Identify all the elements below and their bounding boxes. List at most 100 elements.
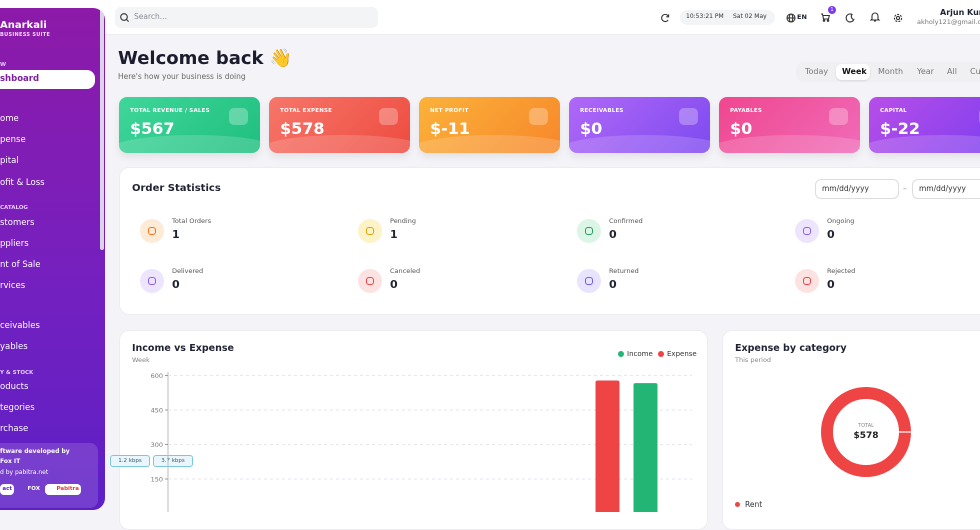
stat-value: 1 (390, 228, 398, 241)
nav-item[interactable]: yables (0, 342, 28, 352)
kpi-value: $0 (730, 119, 753, 138)
scrollbar (100, 8, 104, 250)
page-subtitle: Here's how your business is doing (118, 72, 246, 81)
section-label: W (0, 62, 7, 68)
date-placeholder: mm/dd/yyyy (822, 184, 869, 193)
bell-icon[interactable] (869, 12, 881, 22)
kpi-card: NET PROFIT $-11 (419, 97, 560, 153)
content: 1.2 kbps 3.7 kbps Search... 10:53:21 PM Sat … (110, 6, 980, 509)
network-speed: 1.2 kbps (110, 455, 150, 467)
bar (633, 383, 658, 512)
nav-item[interactable]: rvices (0, 281, 26, 291)
legend-label: Expense (667, 350, 697, 358)
language[interactable]: EN (797, 13, 807, 21)
nav-item[interactable]: ppliers (0, 239, 29, 249)
settings-icon[interactable] (893, 13, 903, 23)
stat-icon-glyph (366, 277, 374, 285)
nav-item[interactable]: tegories (0, 403, 35, 413)
stat-icon (358, 269, 382, 293)
donut-center-label: TOTAL (857, 423, 874, 429)
y-tick-label: 300 (151, 441, 163, 449)
section-label: Y & STOCK (0, 370, 34, 376)
theme-icon[interactable] (845, 13, 855, 23)
user-email: akholy121@gmail.co (917, 18, 980, 26)
kpi-card: RECEIVABLES $0 (569, 97, 710, 153)
stat-icon (577, 219, 601, 243)
nav-item[interactable]: shboard (0, 74, 40, 84)
cart-badge: 1 (828, 6, 836, 14)
stat-icon-glyph (366, 227, 374, 235)
stat-label: Rejected (827, 267, 856, 275)
kpi-card: TOTAL EXPENSE $578 (269, 97, 410, 153)
stat-value: 0 (172, 278, 180, 291)
kpi-wave (419, 135, 560, 153)
kpi-wave (269, 135, 410, 153)
nav-item[interactable]: pense (0, 135, 26, 145)
active-tab (836, 64, 870, 80)
legend-swatch (658, 351, 664, 357)
kpi-card: PAYABLES $0 (719, 97, 860, 153)
card-title: Order Statistics (132, 183, 221, 194)
date-input[interactable] (815, 179, 899, 199)
nav-item[interactable]: ceivables (0, 321, 40, 331)
stat-icon-glyph (148, 277, 156, 285)
stat-icon (358, 219, 382, 243)
search-icon[interactable] (120, 13, 129, 22)
user-name[interactable]: Arjun Kum (940, 8, 980, 17)
stat-icon-glyph (585, 277, 593, 285)
page-title: Welcome back 👋 (118, 48, 293, 69)
nav-item[interactable]: ome (0, 114, 19, 124)
stat-label: Delivered (172, 267, 204, 275)
section-label: CATALOG (0, 205, 28, 211)
clock-pill (680, 10, 775, 25)
period-tab[interactable]: Cu (970, 67, 980, 76)
kpi-label: NET PROFIT (430, 108, 469, 114)
nav-item[interactable]: stomers (0, 218, 35, 228)
kpi-label: TOTAL EXPENSE (280, 108, 333, 114)
stat-icon-glyph (148, 227, 156, 235)
nav-item[interactable]: ofit & Loss (0, 178, 45, 188)
chart-title: Expense by category (735, 343, 847, 354)
stat-icon-glyph (585, 227, 593, 235)
stat-label: Canceled (390, 267, 421, 275)
cart-icon[interactable] (821, 13, 830, 22)
kpi-wave (569, 135, 710, 153)
network-speed: 3.7 kbps (153, 455, 193, 467)
footer-button[interactable]: FOX (27, 486, 40, 492)
search-placeholder: Search... (134, 12, 167, 21)
footer-card: ftware developed by Fox IT d by pabitra.ne… (0, 443, 98, 508)
nav-item[interactable]: rchase (0, 424, 29, 434)
bar (595, 380, 620, 512)
legend-label: Income (627, 350, 653, 358)
globe-icon[interactable] (786, 13, 796, 23)
period-tab[interactable]: Year (917, 67, 934, 76)
nav-item[interactable]: pital (0, 156, 19, 166)
stat-value: 0 (609, 228, 617, 241)
chart-subtitle: This period (735, 356, 772, 364)
kpi-label: CAPITAL (880, 108, 907, 114)
nav-item[interactable]: nt of Sale (0, 260, 41, 270)
period-tab[interactable]: All (947, 67, 957, 76)
stat-icon (140, 269, 164, 293)
tagline: BUSINESS SUITE (0, 32, 51, 38)
footer-button[interactable]: Pabitra (45, 484, 81, 495)
period-tab[interactable]: Month (878, 67, 904, 76)
stat-icon-glyph (803, 277, 811, 285)
stat-icon (795, 269, 819, 293)
refresh-icon[interactable] (661, 13, 670, 23)
kpi-icon (529, 108, 548, 125)
date-input[interactable] (912, 179, 980, 199)
nav-item[interactable]: oducts (0, 382, 29, 392)
footer-button[interactable]: act (0, 484, 14, 495)
stat-icon (140, 219, 164, 243)
kpi-card: TOTAL REVENUE / SALES $567 (119, 97, 260, 153)
period-tab[interactable]: Week (842, 67, 867, 76)
kpi-label: PAYABLES (730, 108, 762, 114)
footer-text: ftware developed by (0, 448, 70, 455)
stat-label: Returned (609, 267, 639, 275)
search-box[interactable] (115, 7, 378, 28)
legend-swatch (618, 351, 624, 357)
date-separator: – (903, 184, 907, 193)
period-tab[interactable]: Today (805, 67, 829, 76)
chart-title: Income vs Expense (132, 343, 234, 354)
